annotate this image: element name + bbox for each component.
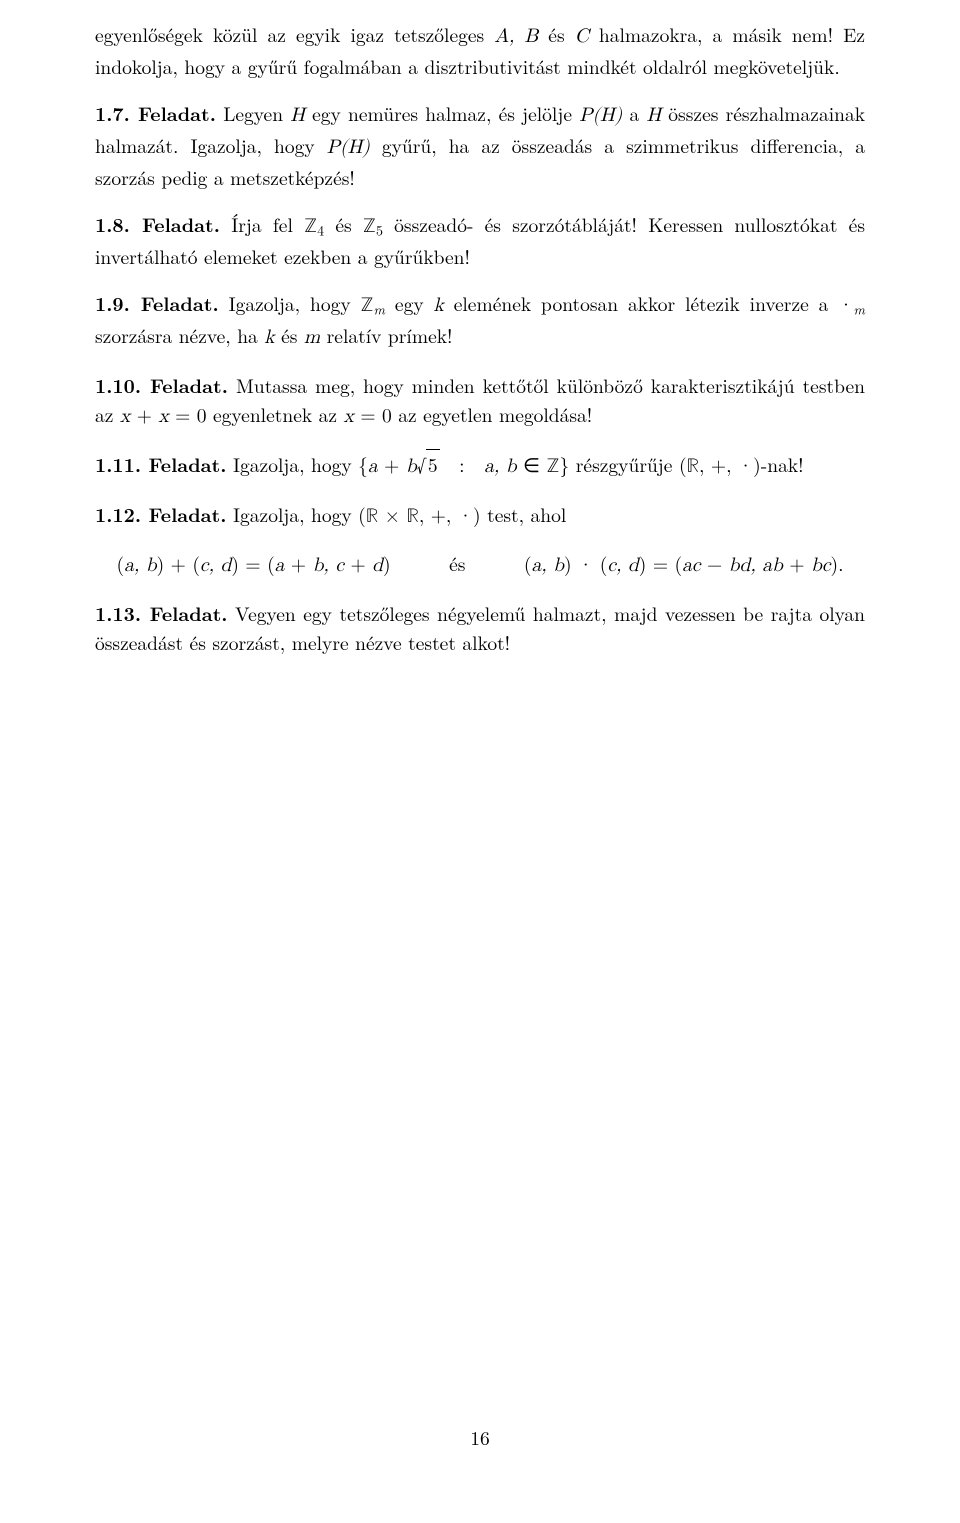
m: {a + b5 : a, b ∈ ℤ} [358,450,569,478]
t: szorzásra nézve, ha [95,321,264,349]
t: test, ahol [481,500,567,528]
eq-mid: és [449,549,465,577]
exercise-1-7: 1.7. Feladat. Legyen H egy nemüres halma… [95,99,865,192]
eq: x [120,406,137,426]
exercise-label: 1.8. Feladat. [95,210,220,238]
t: elemének pontosan akkor létezik inverze … [444,289,838,317]
m: H [290,105,305,125]
m: ℤ [361,295,374,315]
intro-math-C: C [575,26,589,46]
t: Igazolja, hogy [219,289,361,317]
intro-math-AB: A, B [494,26,538,46]
t: a [622,99,646,127]
exercise-label: 1.10. Feladat. [95,371,228,399]
t: egyenletnek az [207,400,344,428]
t: és [275,321,304,349]
m: (ℝ × ℝ, +, ·) [358,500,480,528]
m: m [304,327,320,347]
m: P(H) [579,105,622,125]
m: (ℝ, +, ·) [679,450,761,478]
exercise-1-12-equation: (a, b) + (c, d) = (a + b, c + d) és (a, b)… [95,549,865,581]
document-page: egyenlőségek közül az egyik igaz tetszől… [0,0,960,1523]
exercise-1-13: 1.13. Feladat. Vegyen egy tetszőleges né… [95,599,865,658]
t: egy nemüres halmaz, és jelölje [305,99,579,127]
t: az egyetlen megoldása! [392,400,592,428]
t: relatív prímek! [320,321,452,349]
intro-text-2: és [538,20,575,48]
intro-text-1: egyenlőségek közül az egyik igaz tetszől… [95,20,494,48]
exercise-label: 1.9. Feladat. [95,289,219,317]
exercise-label: 1.12. Feladat. [95,500,227,528]
eq-right: (a, b) · (c, d) = (ac − bd, ab + bc). [524,549,844,577]
m: P(H) [327,137,370,157]
exercise-1-11: 1.11. Feladat. Igazolja, hogy {a + b5 : … [95,450,865,482]
m: H [646,105,661,125]
sub: m [853,300,864,320]
intro-paragraph: egyenlőségek közül az egyik igaz tetszől… [95,20,865,81]
m: x = 0 [344,406,392,426]
m: ℤ [304,216,317,236]
m: ℤ [363,216,376,236]
exercise-1-8: 1.8. Feladat. Írja fel ℤ4 és ℤ5 összeadó… [95,210,865,271]
sub: 5 [376,221,383,241]
dot: · [838,289,853,317]
exercise-label: 1.13. Feladat. [95,599,228,627]
exercise-1-9: 1.9. Feladat. Igazolja, hogy ℤm egy k el… [95,289,865,352]
t: Igazolja, hogy [227,450,359,478]
m: k [434,295,444,315]
m: k [264,327,274,347]
exercise-1-10: 1.10. Feladat. Mutassa meg, hogy minden … [95,371,865,432]
sub: m [374,300,385,320]
m: x + x = 0 [120,406,207,426]
t: részgyűrűje [569,450,679,478]
page-number: 16 [0,1423,960,1453]
t: Legyen [216,99,290,127]
t: Írja fel [220,210,304,238]
exercise-label: 1.7. Feladat. [95,99,216,127]
eq-left: (a, b) + (c, d) = (a + b, c + d) [116,549,390,577]
t: Igazolja, hogy [227,500,359,528]
t: -nak! [761,450,804,478]
exercise-label: 1.11. Feladat. [95,450,227,478]
exercise-1-12: 1.12. Feladat. Igazolja, hogy (ℝ × ℝ, +,… [95,500,865,532]
t: és [324,210,363,238]
t: egy [385,289,434,317]
